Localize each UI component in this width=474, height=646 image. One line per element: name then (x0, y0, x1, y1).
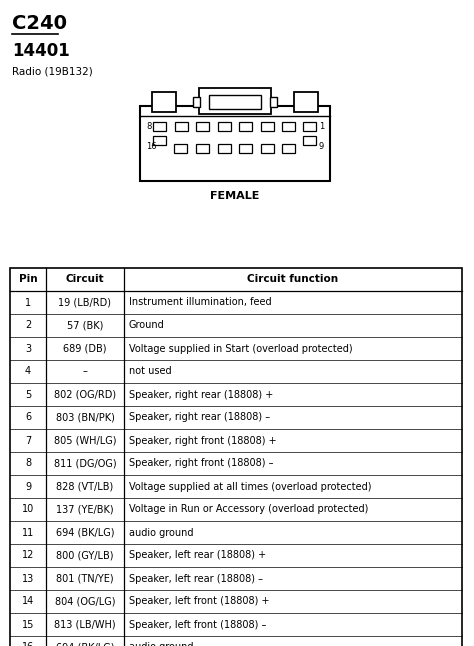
Text: 10: 10 (22, 505, 34, 514)
Bar (154, 122, 166, 131)
Text: 4: 4 (25, 366, 31, 377)
Text: 9: 9 (319, 142, 324, 151)
Text: 137 (YE/BK): 137 (YE/BK) (56, 505, 114, 514)
Text: 16: 16 (22, 643, 34, 646)
Text: 57 (BK): 57 (BK) (67, 320, 103, 331)
Text: 15: 15 (22, 620, 34, 629)
Text: 803 (BN/PK): 803 (BN/PK) (55, 413, 114, 422)
Bar (175, 122, 188, 131)
Bar (209, 95, 261, 109)
Text: audio ground: audio ground (129, 643, 193, 646)
Text: Voltage in Run or Accessory (overload protected): Voltage in Run or Accessory (overload pr… (129, 505, 368, 514)
Text: 828 (VT/LB): 828 (VT/LB) (56, 481, 114, 492)
Bar (282, 122, 295, 131)
Text: 694 (BK/LG): 694 (BK/LG) (56, 528, 114, 537)
Text: 694 (BK/LG): 694 (BK/LG) (56, 643, 114, 646)
Bar (303, 122, 317, 131)
Bar (294, 92, 318, 112)
Text: 9: 9 (25, 481, 31, 492)
Text: Speaker, right front (18808) +: Speaker, right front (18808) + (129, 435, 277, 446)
Text: 19 (LB/RD): 19 (LB/RD) (58, 298, 111, 307)
Text: Speaker, left front (18808) +: Speaker, left front (18808) + (129, 596, 270, 607)
Bar (193, 97, 200, 107)
Text: 3: 3 (25, 344, 31, 353)
Text: 14: 14 (22, 596, 34, 607)
Bar (261, 122, 273, 131)
Text: 6: 6 (25, 413, 31, 422)
Text: 801 (TN/YE): 801 (TN/YE) (56, 574, 114, 583)
Text: Speaker, right front (18808) –: Speaker, right front (18808) – (129, 459, 273, 468)
Text: 16: 16 (146, 142, 156, 151)
Text: Instrument illumination, feed: Instrument illumination, feed (129, 298, 272, 307)
Bar (283, 144, 295, 153)
Bar (154, 136, 166, 145)
Text: not used: not used (129, 366, 172, 377)
Bar (10, 268, 462, 646)
Text: 13: 13 (22, 574, 34, 583)
Bar (199, 88, 271, 114)
Text: Circuit function: Circuit function (247, 275, 338, 284)
Text: Speaker, left front (18808) –: Speaker, left front (18808) – (129, 620, 266, 629)
Text: 805 (WH/LG): 805 (WH/LG) (54, 435, 116, 446)
Text: Voltage supplied in Start (overload protected): Voltage supplied in Start (overload prot… (129, 344, 353, 353)
Text: Radio (19B132): Radio (19B132) (12, 66, 93, 76)
Text: 1: 1 (25, 298, 31, 307)
Text: FEMALE: FEMALE (210, 191, 260, 201)
Text: 804 (OG/LG): 804 (OG/LG) (55, 596, 115, 607)
Text: 2: 2 (25, 320, 31, 331)
Text: Voltage supplied at all times (overload protected): Voltage supplied at all times (overload … (129, 481, 372, 492)
Text: 1: 1 (319, 122, 324, 131)
Bar (239, 122, 252, 131)
Text: Speaker, right rear (18808) –: Speaker, right rear (18808) – (129, 413, 270, 422)
Text: 811 (DG/OG): 811 (DG/OG) (54, 459, 116, 468)
Bar (270, 97, 277, 107)
Text: 14401: 14401 (12, 42, 70, 60)
Bar (174, 144, 188, 153)
Text: Ground: Ground (129, 320, 165, 331)
Text: –: – (82, 366, 87, 377)
Text: Pin: Pin (18, 275, 37, 284)
Text: 7: 7 (25, 435, 31, 446)
Bar (196, 144, 209, 153)
Text: 5: 5 (25, 390, 31, 399)
Bar (140, 106, 330, 181)
Text: audio ground: audio ground (129, 528, 193, 537)
Bar (239, 144, 252, 153)
Bar (152, 92, 176, 112)
Text: 689 (DB): 689 (DB) (63, 344, 107, 353)
Text: 12: 12 (22, 550, 34, 561)
Bar (261, 144, 274, 153)
Text: 802 (OG/RD): 802 (OG/RD) (54, 390, 116, 399)
Text: 800 (GY/LB): 800 (GY/LB) (56, 550, 114, 561)
Text: Speaker, right rear (18808) +: Speaker, right rear (18808) + (129, 390, 273, 399)
Text: 11: 11 (22, 528, 34, 537)
Bar (218, 144, 231, 153)
Text: 813 (LB/WH): 813 (LB/WH) (54, 620, 116, 629)
Text: Speaker, left rear (18808) +: Speaker, left rear (18808) + (129, 550, 266, 561)
Text: Circuit: Circuit (66, 275, 104, 284)
Text: Speaker, left rear (18808) –: Speaker, left rear (18808) – (129, 574, 263, 583)
Text: 8: 8 (25, 459, 31, 468)
Text: 8: 8 (146, 122, 151, 131)
Bar (218, 122, 231, 131)
Bar (196, 122, 210, 131)
Text: C240: C240 (12, 14, 67, 33)
Bar (303, 136, 317, 145)
